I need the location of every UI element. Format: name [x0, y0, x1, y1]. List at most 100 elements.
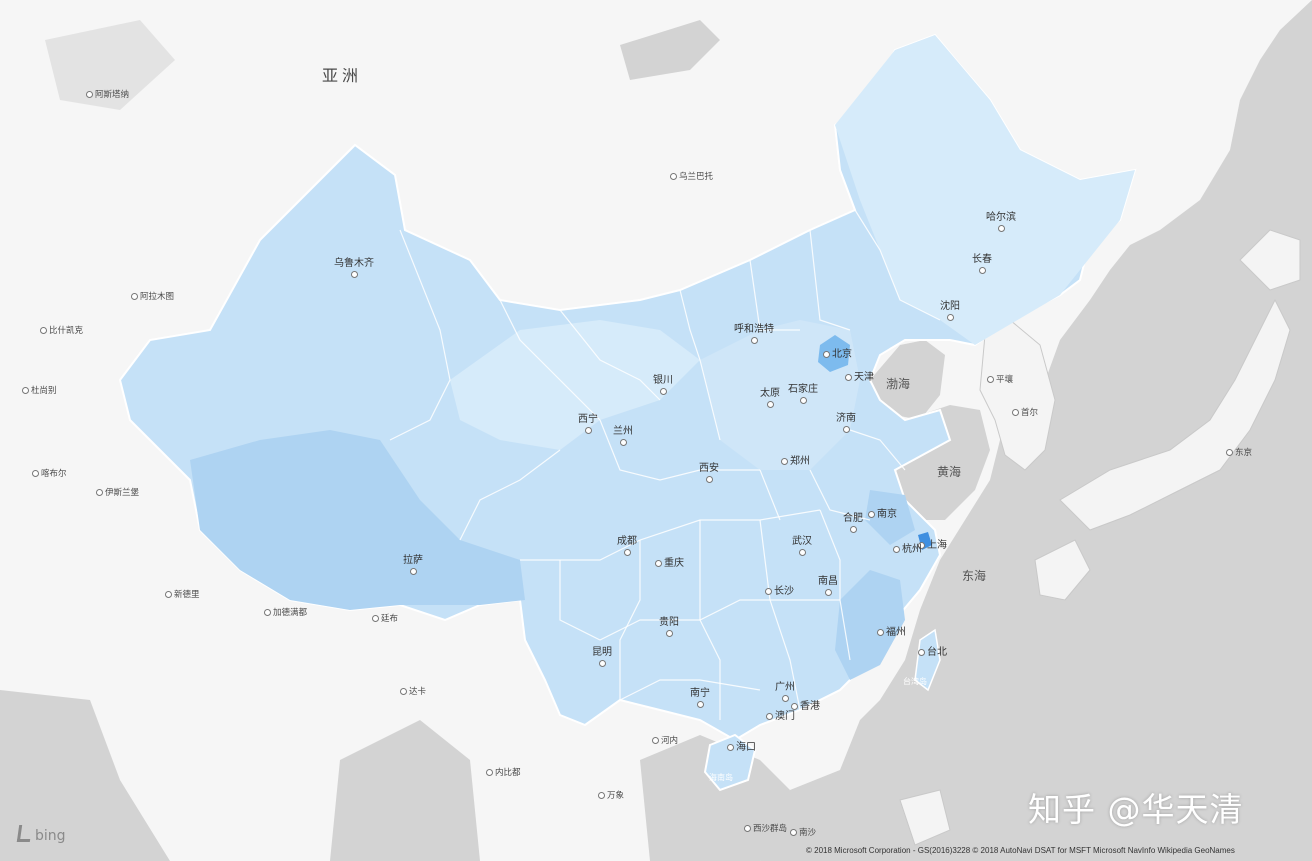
- city-label-chongqing[interactable]: 重庆: [655, 554, 684, 569]
- foreign-city-label-tokyo[interactable]: 东京: [1226, 446, 1252, 458]
- city-marker-icon: [486, 769, 493, 776]
- province-border-13: [759, 519, 801, 711]
- city-name-hefei: 合肥: [843, 513, 863, 524]
- city-marker-icon: [868, 510, 875, 518]
- foreign-city-name-seoul: 首尔: [1021, 408, 1039, 418]
- foreign-city-name-new-delhi: 新德里: [174, 590, 200, 600]
- city-label-guiyang[interactable]: 贵阳: [659, 613, 679, 639]
- city-label-xining[interactable]: 西宁: [578, 410, 598, 436]
- foreign-city-name-moscow-east: 阿斯塔纳: [95, 90, 130, 100]
- foreign-city-label-new-delhi[interactable]: 新德里: [165, 588, 200, 600]
- city-marker-icon: [96, 489, 103, 496]
- foreign-city-label-pyongyang[interactable]: 平壤: [987, 373, 1013, 385]
- city-marker-icon: [409, 567, 417, 575]
- city-label-taiwan[interactable]: 台湾岛: [903, 676, 927, 687]
- city-label-taipei[interactable]: 台北: [918, 643, 947, 658]
- province-border-14: [819, 509, 851, 661]
- city-label-nanning[interactable]: 南宁: [690, 684, 710, 710]
- city-label-zhengzhou[interactable]: 郑州: [781, 452, 810, 467]
- city-marker-icon: [659, 387, 667, 395]
- foreign-city-label-islamabad[interactable]: 伊斯兰堡: [96, 486, 139, 498]
- foreign-city-label-seoul[interactable]: 首尔: [1012, 406, 1038, 418]
- city-label-harbin[interactable]: 哈尔滨: [986, 208, 1016, 234]
- city-label-wuhan[interactable]: 武汉: [792, 532, 812, 558]
- city-marker-icon: [1226, 449, 1233, 456]
- foreign-city-label-dhaka[interactable]: 达卡: [400, 685, 426, 697]
- foreign-city-label-bishkek[interactable]: 比什凯克: [40, 324, 83, 336]
- city-label-macau[interactable]: 澳门: [766, 707, 795, 722]
- city-marker-icon: [823, 350, 830, 358]
- city-marker-icon: [86, 91, 93, 98]
- city-label-nanjing[interactable]: 南京: [868, 505, 897, 520]
- taiwan-island: [914, 628, 941, 692]
- city-label-hangzhou[interactable]: 杭州: [893, 540, 922, 555]
- city-label-tianjin[interactable]: 天津: [845, 368, 874, 383]
- city-name-taipei: 台北: [927, 647, 947, 658]
- city-marker-icon: [652, 737, 659, 744]
- foreign-city-name-kabul: 喀布尔: [41, 469, 67, 479]
- city-label-shenyang[interactable]: 沈阳: [940, 297, 960, 323]
- city-marker-icon: [877, 628, 884, 636]
- city-name-shanghai: 上海: [927, 540, 947, 551]
- city-marker-icon: [670, 173, 677, 180]
- foreign-city-label-moscow-east[interactable]: 阿斯塔纳: [86, 88, 129, 100]
- city-label-shijiazhuang[interactable]: 石家庄: [788, 380, 818, 406]
- city-label-yinchuan[interactable]: 银川: [653, 371, 673, 397]
- foreign-city-label-almaty[interactable]: 阿拉木图: [131, 290, 174, 302]
- city-label-haikou[interactable]: 海口: [727, 738, 756, 753]
- city-marker-icon: [350, 270, 358, 278]
- city-label-beijing[interactable]: 北京: [823, 345, 852, 360]
- city-label-changchun[interactable]: 长春: [972, 250, 992, 276]
- city-name-taiwan: 台湾岛: [903, 677, 927, 686]
- city-label-kunming[interactable]: 昆明: [592, 643, 612, 669]
- province-border-12: [699, 520, 721, 720]
- city-marker-icon: [705, 475, 713, 483]
- foreign-city-label-vientiane[interactable]: 万象: [598, 789, 624, 801]
- bing-logo[interactable]: bing: [16, 825, 66, 844]
- foreign-city-label-xisha[interactable]: 西沙群岛: [744, 822, 787, 834]
- foreign-city-label-ulaanbaatar[interactable]: 乌兰巴托: [670, 170, 713, 182]
- city-marker-icon: [619, 438, 627, 446]
- city-label-hefei[interactable]: 合肥: [843, 509, 863, 535]
- city-label-hongkong[interactable]: 香港: [791, 697, 820, 712]
- city-label-hainan[interactable]: 海南岛: [709, 772, 733, 783]
- city-label-xian[interactable]: 西安: [699, 459, 719, 485]
- city-label-fuzhou[interactable]: 福州: [877, 623, 906, 638]
- foreign-city-label-thimphu[interactable]: 廷布: [372, 612, 398, 624]
- city-marker-icon: [799, 396, 807, 404]
- foreign-city-label-dushanbe[interactable]: 杜尚别: [22, 384, 57, 396]
- city-label-taiyuan[interactable]: 太原: [760, 384, 780, 410]
- region-label-asia: 亚洲: [322, 66, 363, 85]
- foreign-city-label-kathmandu[interactable]: 加德满都: [264, 606, 307, 618]
- foreign-city-label-nansha[interactable]: 南沙: [790, 826, 816, 838]
- foreign-city-label-naypyidaw[interactable]: 内比都: [486, 766, 521, 778]
- foreign-city-name-bishkek: 比什凯克: [49, 326, 84, 336]
- foreign-city-name-ulaanbaatar: 乌兰巴托: [679, 172, 714, 182]
- philippines-luzon: [899, 789, 951, 846]
- foreign-city-label-hanoi[interactable]: 河内: [652, 734, 678, 746]
- land-layer: [899, 229, 1301, 846]
- foreign-city-name-almaty: 阿拉木图: [140, 292, 175, 302]
- city-marker-icon: [790, 829, 797, 836]
- city-label-shanghai[interactable]: 上海: [918, 536, 947, 551]
- city-label-hohhot[interactable]: 呼和浩特: [734, 320, 774, 346]
- city-name-hangzhou: 杭州: [902, 544, 922, 555]
- city-label-lhasa[interactable]: 拉萨: [403, 551, 423, 577]
- foreign-city-label-kabul[interactable]: 喀布尔: [32, 467, 67, 479]
- city-label-changsha[interactable]: 长沙: [765, 582, 794, 597]
- city-label-nanchang[interactable]: 南昌: [818, 572, 838, 598]
- city-label-chengdu[interactable]: 成都: [617, 532, 637, 558]
- city-name-hohhot: 呼和浩特: [734, 324, 774, 335]
- city-marker-icon: [372, 615, 379, 622]
- city-name-changchun: 长春: [972, 254, 992, 265]
- city-label-jinan[interactable]: 济南: [836, 409, 856, 435]
- city-marker-icon: [598, 792, 605, 799]
- city-label-lanzhou[interactable]: 兰州: [613, 422, 633, 448]
- province-borders: [389, 209, 941, 720]
- foreign-city-name-dushanbe: 杜尚别: [31, 386, 57, 396]
- city-marker-icon: [165, 591, 172, 598]
- city-label-urumqi[interactable]: 乌鲁木齐: [334, 254, 374, 280]
- city-label-guangzhou[interactable]: 广州: [775, 678, 795, 704]
